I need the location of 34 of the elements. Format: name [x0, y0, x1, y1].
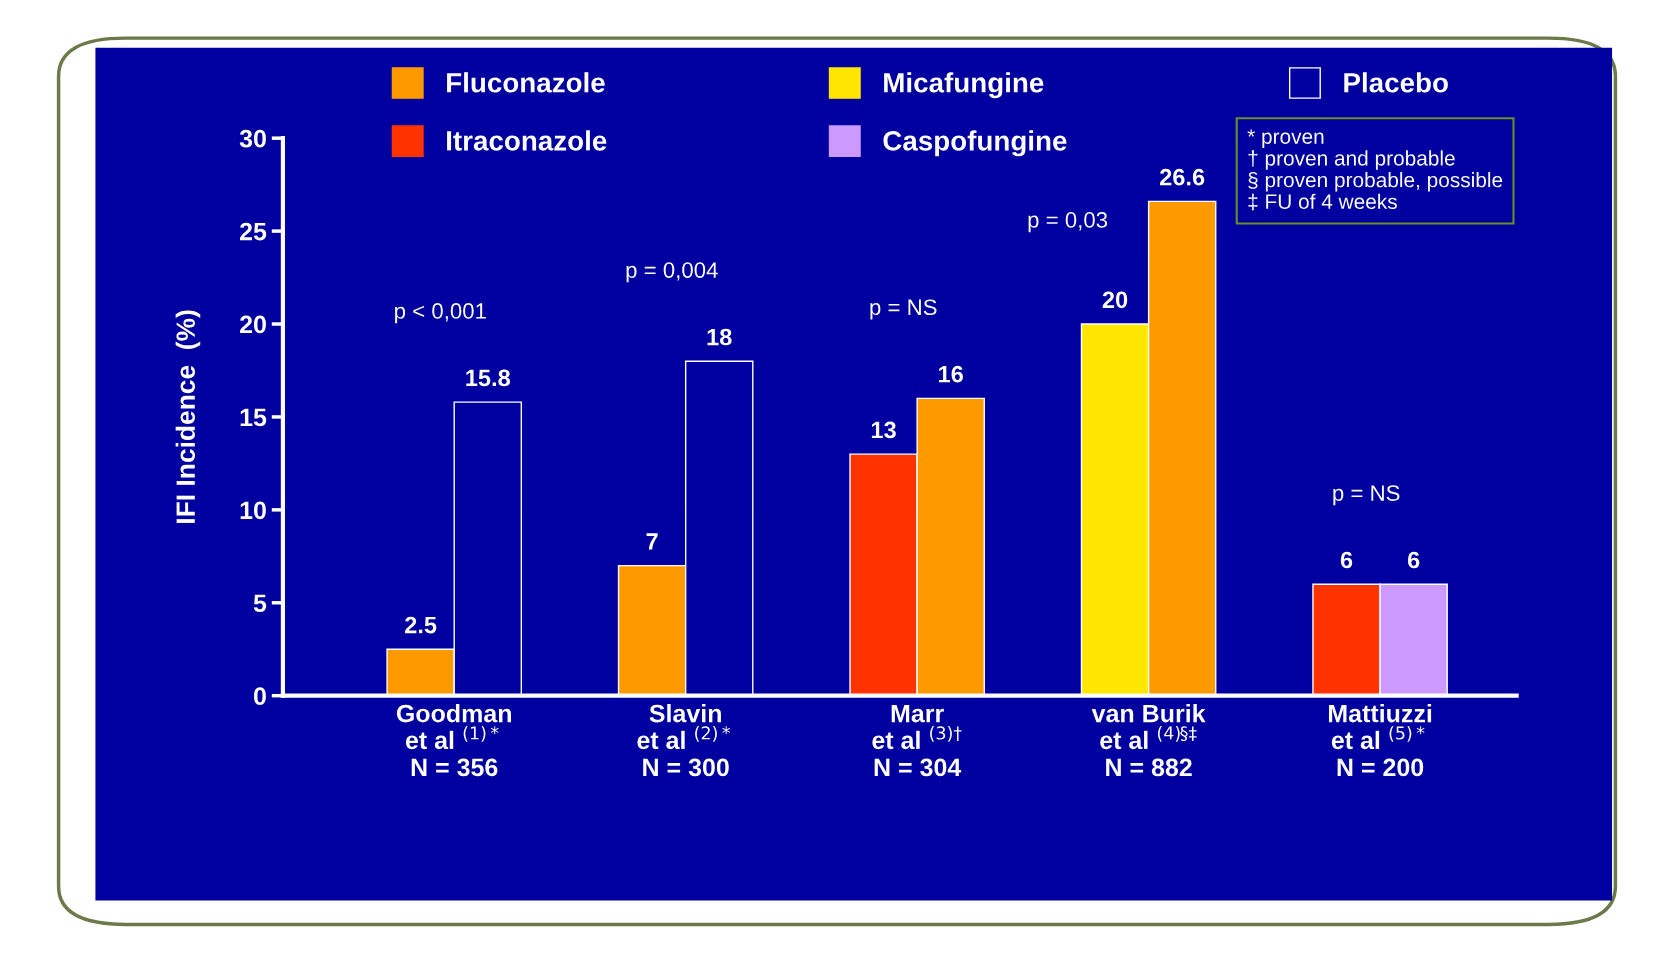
data-label: 16 — [939, 365, 963, 383]
y-tick-label: 5 — [253, 594, 267, 613]
data-label: 6 — [1340, 551, 1353, 569]
legend-label: Fluconazole — [447, 72, 605, 93]
legend-label: Micafungine — [884, 72, 1044, 99]
x-tick-label: Mattiuzzi et al $^{(5)*}$ N = 200 — [1328, 704, 1432, 777]
annotation: p < 0,001 — [395, 303, 486, 324]
x-tick-label: van Burik et al $^{(4)§‡}$ N = 882 — [1091, 704, 1206, 777]
data-label: 26.6 — [1160, 168, 1205, 186]
annotation: p = 0,004 — [626, 262, 718, 283]
annotation: * proven † proven and probable § proven probable, possible ‡ FU of 4 weeks — [1247, 129, 1503, 211]
legend-label: Placebo — [1344, 72, 1448, 93]
data-label: 6 — [1407, 551, 1420, 569]
y-tick-label: 20 — [240, 315, 266, 334]
data-label: 7 — [646, 533, 658, 550]
data-label: 15.8 — [466, 369, 511, 387]
data-label: 13 — [871, 421, 896, 439]
annotation: p = NS — [1333, 485, 1400, 506]
x-tick-label: Goodman et al $^{(1)*}$ N = 356 — [396, 704, 511, 777]
data-label: 2.5 — [405, 616, 437, 634]
x-tick-label: Slavin et al $^{(2)*}$ N = 300 — [637, 704, 731, 777]
x-tick-label: Marr et al $^{(3)†}$ N = 304 — [872, 704, 962, 777]
annotation: p = NS — [870, 299, 937, 320]
y-tick-label: 30 — [239, 129, 266, 148]
data-label: 18 — [707, 328, 732, 346]
legend-label: Caspofungine — [883, 130, 1067, 157]
legend-label: Itraconazole — [447, 130, 607, 151]
y-tick-label: 25 — [240, 222, 267, 241]
y-tick-label: 0 — [254, 687, 266, 705]
y-tick-label: 10 — [240, 501, 266, 520]
annotation: p = 0,03 — [1028, 212, 1108, 233]
y-axis-title: IFI Incidence (%) — [175, 310, 201, 523]
y-tick-label: 15 — [240, 408, 267, 427]
data-label: 20 — [1102, 291, 1128, 309]
